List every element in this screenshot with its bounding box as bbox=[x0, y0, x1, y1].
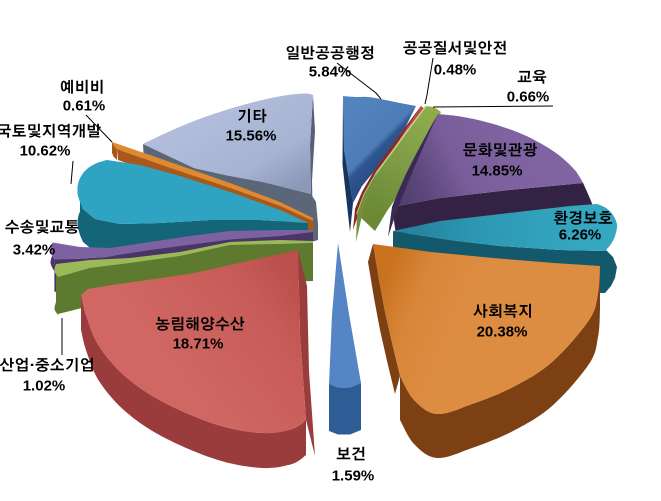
svg-text:15.56%: 15.56% bbox=[226, 128, 277, 145]
svg-text:0.61%: 0.61% bbox=[63, 98, 106, 115]
svg-text:14.85%: 14.85% bbox=[472, 163, 523, 180]
svg-text:3.42%: 3.42% bbox=[13, 242, 56, 259]
svg-text:1.59%: 1.59% bbox=[332, 468, 375, 485]
svg-text:18.71%: 18.71% bbox=[173, 336, 224, 353]
svg-text:20.38%: 20.38% bbox=[477, 324, 528, 341]
svg-text:6.26%: 6.26% bbox=[559, 227, 602, 244]
svg-text:1.02%: 1.02% bbox=[23, 378, 66, 395]
svg-text:0.48%: 0.48% bbox=[434, 62, 477, 79]
svg-text:10.62%: 10.62% bbox=[20, 143, 71, 160]
svg-text:5.84%: 5.84% bbox=[309, 64, 352, 81]
svg-text:0.66%: 0.66% bbox=[507, 89, 550, 106]
